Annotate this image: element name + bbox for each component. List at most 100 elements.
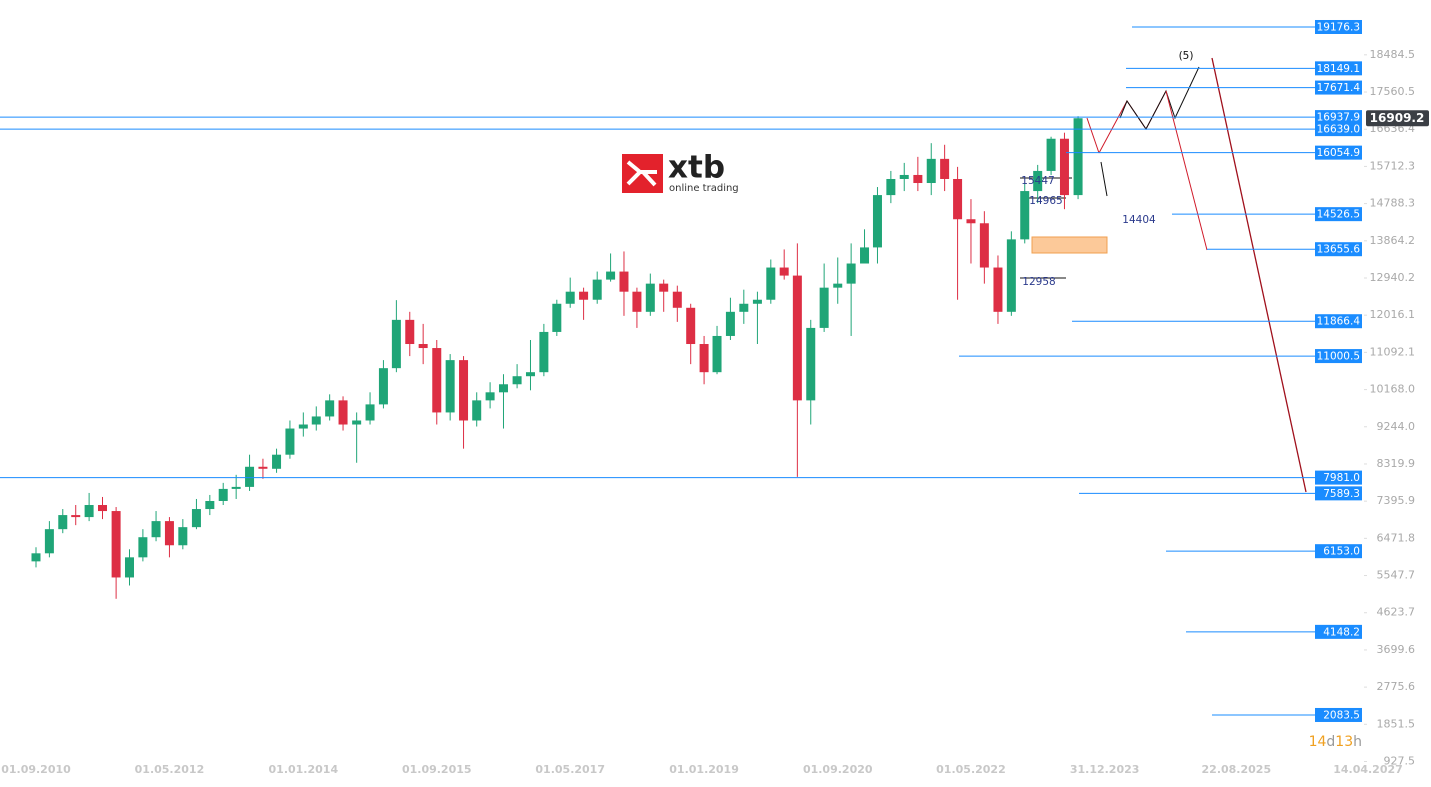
candle-body [940, 158, 950, 179]
x-tick-label: 01.01.2014 [269, 763, 339, 776]
level-label: 17671.4 [1317, 82, 1361, 94]
level-box [1315, 470, 1362, 485]
projection-line [1086, 117, 1100, 154]
level-label: 16054.9 [1317, 147, 1360, 159]
level-label: 14526.5 [1317, 209, 1360, 221]
candle-body [953, 178, 963, 220]
level-label: 2083.5 [1323, 709, 1360, 721]
candle-body [58, 515, 68, 530]
countdown-part: d [1326, 734, 1335, 750]
countdown-part: h [1353, 734, 1362, 750]
candle-body [886, 178, 896, 196]
annotation: (5) [1179, 50, 1194, 62]
candle-body [525, 372, 535, 377]
candle-body [485, 392, 495, 401]
candle-body [993, 267, 1003, 312]
candle-body [405, 319, 415, 345]
y-tick-label: 12016.1 [1370, 308, 1416, 321]
logo: xtb online trading [622, 150, 739, 194]
y-tick-label: 10168.0 [1370, 383, 1416, 396]
y-tick-label: 5547.7 [1377, 569, 1416, 582]
y-tick-label: 12940.2 [1370, 271, 1416, 284]
candle-body [645, 283, 655, 312]
candle-body [565, 291, 575, 304]
candle-body [44, 529, 54, 554]
y-tick-label: 6471.8 [1377, 531, 1416, 544]
candle-body [632, 291, 642, 312]
logo-x [626, 160, 657, 187]
y-tick-label: 14788.3 [1370, 197, 1416, 210]
candle-body [164, 521, 174, 546]
candle-body [378, 368, 388, 405]
x-tick-label: 01.09.2010 [1, 763, 71, 776]
logo-tagline: online trading [669, 183, 739, 194]
candle-body [231, 486, 241, 489]
candle-body [739, 303, 749, 312]
candle-body [846, 263, 856, 284]
candle-body [432, 348, 442, 413]
level-label: 7981.0 [1323, 472, 1360, 484]
candle-body [966, 219, 976, 224]
current-price-box [1366, 110, 1429, 127]
level-label: 7589.3 [1323, 488, 1360, 500]
candle-body [899, 174, 909, 179]
candle-body [552, 303, 562, 332]
level-box [1315, 707, 1362, 722]
y-tick-label: 1851.5 [1377, 717, 1416, 730]
candle-body [619, 271, 629, 292]
candle-body [606, 271, 616, 280]
y-tick-label: 17560.5 [1370, 85, 1416, 98]
annotation: 15447 [1021, 175, 1054, 187]
candle-body [391, 319, 401, 369]
x-tick-label: 01.05.2017 [535, 763, 605, 776]
level-label: 16937.9 [1317, 112, 1360, 124]
candle-body [191, 509, 201, 528]
projection-line [1211, 57, 1307, 493]
y-tick-label: 11092.1 [1370, 345, 1416, 358]
highlight-zone [1031, 236, 1108, 254]
level-box [1315, 145, 1362, 160]
countdown-part: 14 [1309, 734, 1327, 750]
annotation: 12958 [1022, 276, 1055, 288]
annotation: 14404 [1122, 214, 1156, 226]
x-tick-label: 22.08.2025 [1202, 763, 1272, 776]
level-label: 4148.2 [1323, 626, 1360, 638]
candle-body [459, 360, 469, 421]
candle-body [498, 384, 508, 393]
y-tick-label: 13864.2 [1370, 234, 1416, 247]
candle-body [779, 267, 789, 276]
candle-body [979, 223, 989, 268]
candle-body [352, 420, 362, 425]
candle-body [365, 404, 375, 421]
candle-body [766, 267, 776, 300]
x-tick-label: 14.04.2027 [1333, 763, 1403, 776]
candle-body [311, 416, 321, 425]
candle-body [752, 299, 762, 304]
y-tick-label: 18484.5 [1370, 48, 1416, 61]
logo-name: xtb [668, 150, 725, 186]
y-tick-label: 9244.0 [1377, 420, 1416, 433]
level-box [1315, 349, 1362, 364]
candle-body [138, 537, 148, 558]
candle-body [512, 376, 522, 385]
level-box [1315, 61, 1362, 76]
candle-body [1046, 138, 1056, 171]
candle-body [819, 287, 829, 328]
projection-line [1165, 90, 1208, 251]
level-label: 13655.6 [1317, 244, 1361, 256]
candle-body [725, 311, 735, 336]
candle-body [111, 511, 121, 578]
x-tick-label: 01.09.2015 [402, 763, 472, 776]
candle-body [258, 466, 268, 469]
countdown: 14d13h [1309, 734, 1362, 750]
candle-body [272, 454, 282, 469]
projection-line [1119, 66, 1200, 130]
candle-body [325, 400, 335, 417]
candle-body [418, 344, 428, 349]
x-tick-label: 01.09.2020 [803, 763, 873, 776]
y-tick-label: 8319.9 [1377, 457, 1416, 470]
candles [31, 116, 1083, 599]
level-box [1315, 122, 1362, 137]
projection [1020, 57, 1307, 493]
